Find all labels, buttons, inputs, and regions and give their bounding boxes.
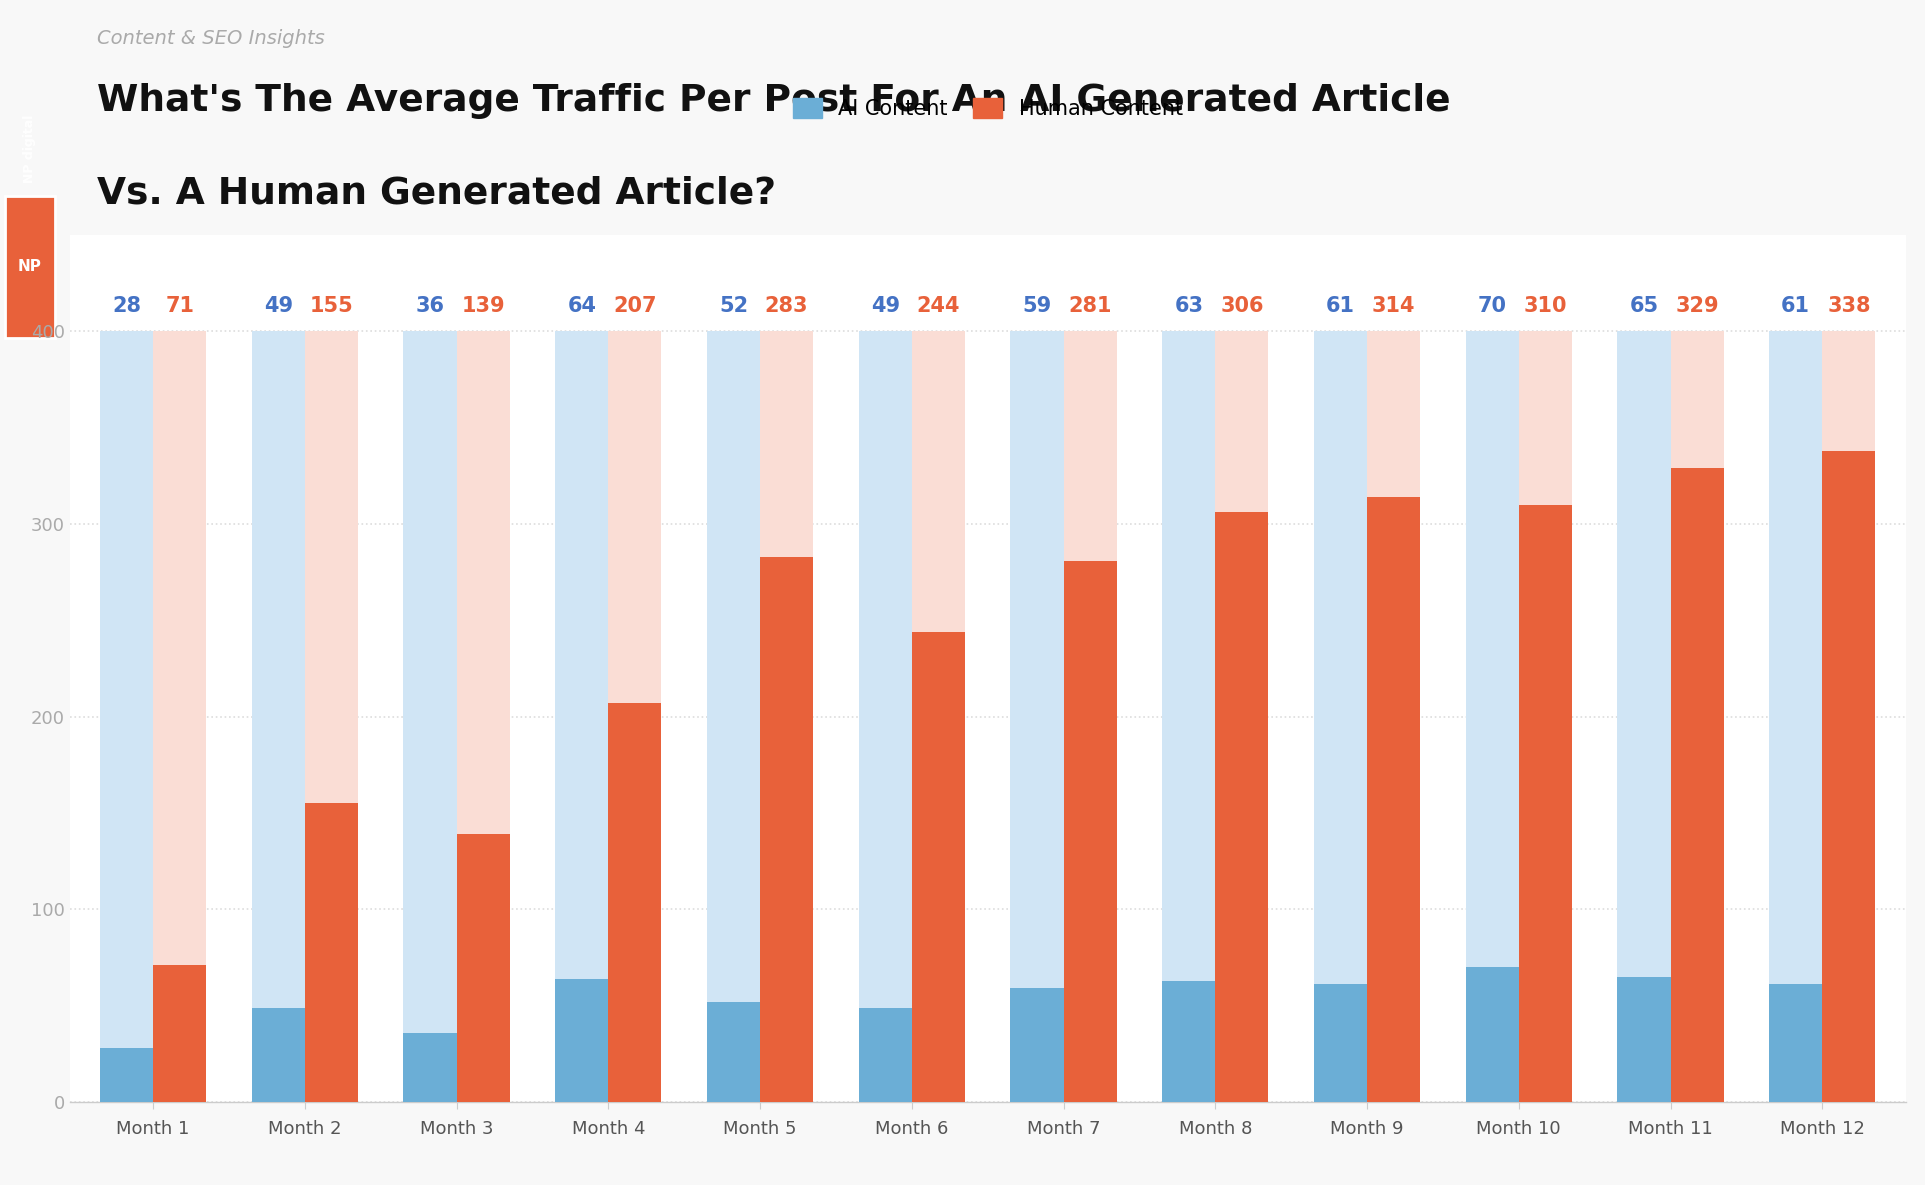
Bar (1519, 331, 1573, 1102)
Text: 314: 314 (1373, 296, 1415, 315)
Bar (554, 979, 608, 1102)
Text: 63: 63 (1174, 296, 1203, 315)
Bar (1063, 561, 1116, 1102)
Bar (1823, 450, 1875, 1102)
Bar (154, 331, 206, 1102)
FancyBboxPatch shape (4, 197, 56, 338)
Bar (404, 331, 456, 1102)
Text: 281: 281 (1068, 296, 1113, 315)
Text: 59: 59 (1022, 296, 1051, 315)
Bar (1769, 331, 1823, 1102)
Text: 207: 207 (614, 296, 656, 315)
Text: 338: 338 (1827, 296, 1871, 315)
Text: 61: 61 (1781, 296, 1809, 315)
Bar (1465, 967, 1519, 1102)
Text: 36: 36 (416, 296, 445, 315)
Text: 52: 52 (718, 296, 749, 315)
Text: Content & SEO Insights: Content & SEO Insights (98, 30, 325, 49)
Bar (1671, 468, 1723, 1102)
Text: 139: 139 (462, 296, 504, 315)
Bar (859, 1007, 912, 1102)
Text: NP digital: NP digital (23, 115, 37, 184)
Bar (1163, 331, 1215, 1102)
Bar (1367, 331, 1421, 1102)
Text: What's The Average Traffic Per Post For An AI Generated Article: What's The Average Traffic Per Post For … (98, 83, 1451, 120)
Bar (1215, 512, 1269, 1102)
Text: 49: 49 (264, 296, 293, 315)
Bar (1671, 331, 1723, 1102)
Bar (1823, 331, 1875, 1102)
Text: 329: 329 (1675, 296, 1719, 315)
Bar (252, 1007, 304, 1102)
Bar (154, 966, 206, 1102)
Text: 70: 70 (1478, 296, 1507, 315)
Bar (760, 557, 812, 1102)
Text: 49: 49 (870, 296, 899, 315)
Bar (912, 632, 964, 1102)
Bar (1465, 331, 1519, 1102)
Bar (304, 331, 358, 1102)
Bar (1215, 331, 1269, 1102)
Text: 71: 71 (166, 296, 194, 315)
Bar (456, 834, 510, 1102)
Bar (100, 1048, 154, 1102)
Bar (859, 331, 912, 1102)
Text: 28: 28 (112, 296, 141, 315)
Bar (1011, 331, 1063, 1102)
Bar (304, 803, 358, 1102)
Text: 61: 61 (1326, 296, 1355, 315)
Bar (404, 1032, 456, 1102)
Text: Vs. A Human Generated Article?: Vs. A Human Generated Article? (98, 175, 776, 212)
Text: NP: NP (17, 260, 42, 275)
Bar (706, 331, 760, 1102)
Bar (608, 331, 662, 1102)
Bar (706, 1001, 760, 1102)
Text: 64: 64 (568, 296, 597, 315)
Legend: AI Content, Human Content: AI Content, Human Content (783, 89, 1192, 127)
Bar (100, 331, 154, 1102)
Bar (1617, 976, 1671, 1102)
Text: 65: 65 (1629, 296, 1659, 315)
Bar (1769, 985, 1823, 1102)
Text: 244: 244 (916, 296, 961, 315)
Bar (1011, 988, 1063, 1102)
Text: 283: 283 (764, 296, 808, 315)
Bar (1519, 505, 1573, 1102)
Bar (1315, 985, 1367, 1102)
Text: 310: 310 (1523, 296, 1567, 315)
Bar (1367, 497, 1421, 1102)
Bar (608, 703, 662, 1102)
Bar (1163, 981, 1215, 1102)
Bar (912, 331, 964, 1102)
Bar (456, 331, 510, 1102)
Bar (554, 331, 608, 1102)
Text: 155: 155 (310, 296, 354, 315)
Text: 306: 306 (1220, 296, 1263, 315)
Bar (1315, 331, 1367, 1102)
Bar (252, 331, 304, 1102)
Bar (1617, 331, 1671, 1102)
Bar (1063, 331, 1116, 1102)
Bar (760, 331, 812, 1102)
